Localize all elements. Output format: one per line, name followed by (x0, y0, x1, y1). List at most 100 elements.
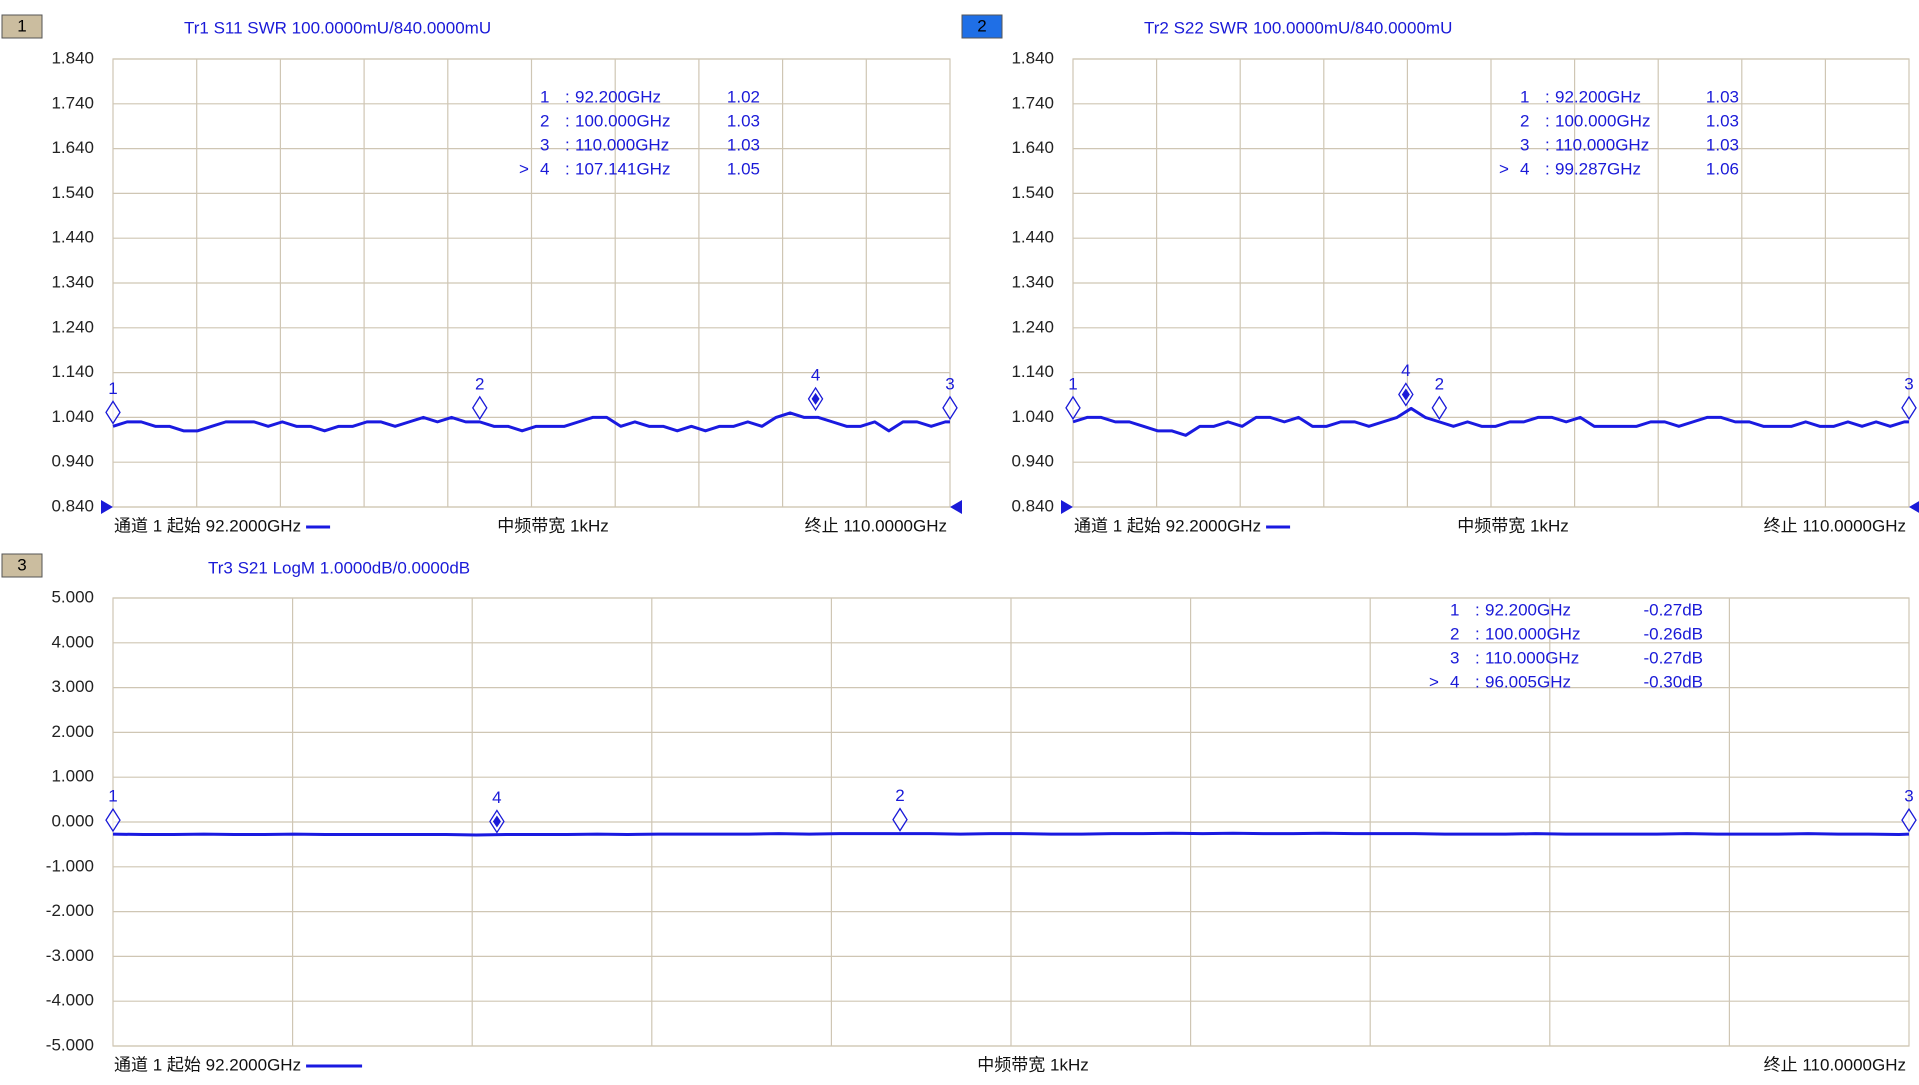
y-tick-label: 1.540 (51, 183, 94, 202)
table-separator: : (565, 87, 570, 106)
y-tick-label: -5.000 (46, 1035, 94, 1054)
stop-label: 终止 110.0000GHz (1764, 1055, 1906, 1074)
y-tick-label: 1.840 (51, 48, 94, 67)
table-frequency: 110.000GHz (1555, 135, 1649, 154)
y-tick-label: 4.000 (51, 632, 94, 651)
table-value: -0.27dB (1643, 600, 1703, 619)
marker-number: 3 (945, 374, 954, 393)
y-tick-label: 1.340 (1011, 272, 1054, 291)
y-tick-label: 1.240 (1011, 317, 1054, 336)
center-label: 中频带宽 1kHz (497, 516, 608, 535)
table-frequency: 96.005GHz (1485, 672, 1571, 691)
table-marker-number: 1 (1520, 87, 1529, 106)
active-indicator: > (1499, 159, 1509, 178)
table-separator: : (1475, 648, 1480, 667)
y-tick-label: -4.000 (46, 991, 94, 1010)
marker-diamond (105, 400, 121, 425)
table-marker-number: 3 (540, 135, 549, 154)
marker-number: 4 (1401, 361, 1410, 380)
table-marker-number: 4 (1520, 159, 1529, 178)
marker-number: 3 (1904, 374, 1913, 393)
channel-number: 1 (17, 16, 26, 35)
ref-arrow-right (950, 500, 962, 514)
table-separator: : (1475, 624, 1480, 643)
active-indicator: > (1429, 672, 1439, 691)
marker-number: 1 (1068, 374, 1077, 393)
trace-title: Tr3 S21 LogM 1.0000dB/0.0000dB (208, 558, 470, 577)
channel-box (961, 14, 1003, 39)
marker-number: 1 (108, 379, 117, 398)
table-separator: : (1545, 111, 1550, 130)
table-separator: : (1475, 600, 1480, 619)
marker-number: 4 (492, 788, 501, 807)
trace (112, 411, 950, 433)
table-separator: : (565, 135, 570, 154)
table-marker-number: 4 (1450, 672, 1459, 691)
marker-diamond (942, 395, 958, 421)
y-tick-label: 1.540 (1011, 183, 1054, 202)
table-frequency: 100.000GHz (1485, 624, 1580, 643)
table-separator: : (1545, 135, 1550, 154)
table-marker-number: 2 (1450, 624, 1459, 643)
y-tick-label: 0.840 (1011, 496, 1054, 515)
table-separator: : (565, 111, 570, 130)
table-frequency: 99.287GHz (1555, 159, 1641, 178)
stop-label: 终止 110.0000GHz (805, 516, 947, 535)
table-value: 1.02 (727, 87, 760, 106)
channel-box (1, 553, 43, 578)
table-frequency: 110.000GHz (575, 135, 669, 154)
trace-title: Tr1 S11 SWR 100.0000mU/840.0000mU (184, 18, 491, 37)
active-indicator: > (519, 159, 529, 178)
channel-number: 3 (17, 555, 26, 574)
trace-title: Tr2 S22 SWR 100.0000mU/840.0000mU (1144, 18, 1452, 37)
marker-diamond (1431, 395, 1448, 421)
y-tick-label: 1.040 (51, 407, 94, 426)
y-tick-label: 1.740 (1011, 93, 1054, 112)
y-tick-label: 1.340 (51, 272, 94, 291)
table-separator: : (1545, 87, 1550, 106)
y-tick-label: 1.040 (1011, 407, 1054, 426)
trace (1072, 406, 1909, 437)
trace (112, 831, 1910, 837)
stop-label: 终止 110.0000GHz (1764, 516, 1906, 535)
marker-diamond (892, 807, 908, 832)
table-value: 1.03 (727, 135, 760, 154)
y-tick-label: 1.640 (51, 138, 94, 157)
ref-arrow-left (1061, 500, 1073, 514)
table-value: 1.03 (727, 111, 760, 130)
table-value: -0.30dB (1643, 672, 1703, 691)
y-tick-label: 1.640 (1011, 138, 1054, 157)
y-tick-label: 0.940 (51, 452, 94, 471)
ref-arrow-right (1909, 501, 1919, 513)
table-value: 1.03 (1706, 111, 1739, 130)
y-tick-label: 1.140 (1011, 362, 1054, 381)
channel-number: 2 (977, 16, 986, 35)
marker-active-fill (492, 815, 501, 828)
table-frequency: 110.000GHz (1485, 648, 1579, 667)
start-label: 通道 1 起始 92.2000GHz (114, 1055, 301, 1074)
ref-arrow-left (101, 500, 113, 514)
table-frequency: 92.200GHz (575, 87, 661, 106)
y-tick-label: 1.740 (51, 93, 94, 112)
table-marker-number: 2 (540, 111, 549, 130)
table-frequency: 100.000GHz (1555, 111, 1650, 130)
table-separator: : (1475, 672, 1480, 691)
y-tick-label: -2.000 (46, 901, 94, 920)
table-separator: : (1545, 159, 1550, 178)
table-marker-number: 1 (1450, 600, 1459, 619)
y-tick-label: 0.840 (51, 496, 94, 515)
center-label: 中频带宽 1kHz (977, 1055, 1088, 1074)
marker-diamond (1901, 395, 1917, 421)
table-marker-number: 4 (540, 159, 549, 178)
channel-box (1, 14, 43, 39)
y-tick-label: 5.000 (51, 587, 94, 606)
y-tick-label: 0.940 (1011, 452, 1054, 471)
marker-number: 2 (1435, 374, 1444, 393)
marker-active-fill (811, 392, 820, 405)
y-tick-label: -3.000 (46, 946, 94, 965)
table-frequency: 107.141GHz (575, 159, 670, 178)
table-separator: : (565, 159, 570, 178)
y-tick-label: 1.000 (51, 767, 94, 786)
start-label: 通道 1 起始 92.2000GHz (114, 516, 301, 535)
